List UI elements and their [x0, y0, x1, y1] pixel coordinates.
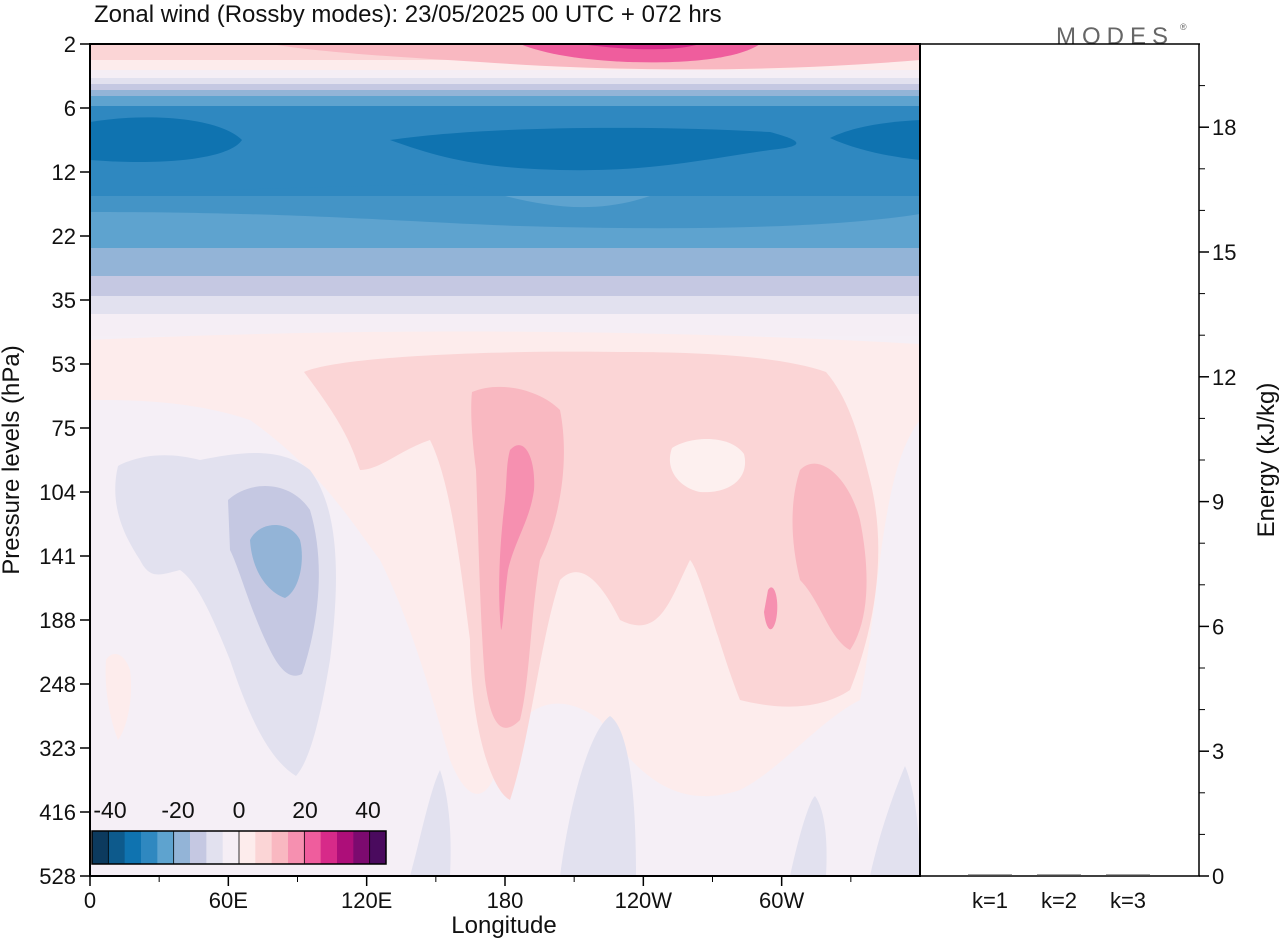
y-axis-tick-label: 141	[39, 544, 76, 569]
energy-y-tick-label: 12	[1212, 365, 1236, 390]
upper-deep-core	[580, 44, 700, 50]
upper-magenta-core	[520, 44, 760, 63]
x-axis-label: Longitude	[451, 912, 556, 939]
energy-y-tick-label: 9	[1212, 490, 1224, 515]
modes-logo: MODES	[1056, 23, 1174, 50]
colorbar-swatch	[337, 831, 354, 864]
y-axis-tick-label: 35	[52, 288, 76, 313]
x-axis-tick-label: 180	[487, 888, 524, 913]
energy-y-tick-label: 15	[1212, 240, 1236, 265]
energy-bar	[968, 874, 1012, 876]
band-pale-blue-2	[90, 248, 920, 278]
strong-positive-east	[792, 463, 867, 650]
weak-island	[669, 438, 746, 493]
colorbar-swatch	[304, 831, 322, 864]
colorbar-swatch	[271, 831, 289, 864]
blue-wave-left	[90, 184, 920, 229]
energy-bars	[968, 874, 1150, 876]
energy-bar	[1106, 874, 1150, 876]
x-axis-tick-label: 60E	[209, 888, 248, 913]
colorbar-swatch	[239, 831, 256, 864]
colorbar-swatch	[173, 831, 191, 864]
colorbar-swatch	[255, 831, 273, 864]
energy-axis-label: Energy (kJ/kg)	[1253, 383, 1280, 538]
energy-x-labels: k=1 k=2 k=3	[972, 888, 1146, 913]
y-axis-tick-label: 416	[39, 800, 76, 825]
y-axis-tick-label: 323	[39, 736, 76, 761]
negative-lower-lobe-3	[790, 796, 827, 876]
zonal-wind-heatmap	[90, 44, 920, 876]
colorbar	[91, 830, 387, 865]
energy-y-tick-label: 0	[1212, 864, 1224, 889]
energy-category-label: k=3	[1110, 888, 1146, 913]
y-axis-pressure: 2 6 12 22 35 53 75 104 141 188 248 323 416 528	[39, 32, 90, 889]
energy-category-label: k=1	[972, 888, 1008, 913]
band-lavender	[90, 78, 920, 86]
jet-core-right	[390, 127, 797, 171]
energy-y-ticks: 0 3 6 9 12 15 18	[1199, 85, 1236, 889]
colorbar-swatch	[320, 831, 338, 864]
colorbar-tick-labels: -40 -20 0 20 40	[93, 797, 380, 823]
energy-y-tick-label: 3	[1212, 739, 1224, 764]
negative-lower-lobe-1	[410, 770, 451, 876]
x-axis-tick-label: 120E	[341, 888, 392, 913]
colorbar-swatch	[222, 831, 240, 864]
jet-core-east	[830, 120, 920, 160]
y-axis-label: Pressure levels (hPa)	[0, 345, 25, 574]
band-pale-blue	[90, 90, 920, 98]
band-lilac-2	[90, 276, 920, 298]
band-lilac	[90, 84, 920, 92]
colorbar-tick-label: 0	[233, 797, 246, 823]
band-white	[90, 70, 920, 80]
energy-y-tick-label: 6	[1212, 614, 1224, 639]
colorbar-swatch	[369, 831, 387, 864]
y-axis-tick-label: 528	[39, 864, 76, 889]
colorbar-swatch	[190, 831, 207, 864]
colorbar-tick-label: -20	[161, 797, 194, 823]
colorbar-tick-label: 20	[292, 797, 318, 823]
colorbar-swatch	[157, 831, 175, 864]
logo-registered-mark: ®	[1180, 22, 1187, 32]
negative-lower-lobe-4	[870, 766, 920, 876]
colorbar-swatch	[124, 831, 142, 864]
colorbar-tick-label: 40	[355, 797, 381, 823]
band-lavender-2	[90, 296, 920, 316]
energy-panel: 0 3 6 9 12 15 18 k=1 k=2 k=3 Energy (kJ/kg)	[920, 43, 1280, 913]
energy-category-label: k=2	[1041, 888, 1077, 913]
peak-positive-east	[764, 587, 778, 630]
x-axis-tick-label: 120W	[615, 888, 673, 913]
colorbar-swatch	[92, 831, 109, 864]
x-axis-tick-label: 0	[84, 888, 96, 913]
colorbar-tick-label: -40	[93, 797, 126, 823]
colorbar-swatch	[288, 831, 305, 864]
y-axis-tick-label: 104	[39, 480, 76, 505]
positive-lower-strip	[105, 654, 132, 740]
y-axis-tick-label: 6	[64, 96, 76, 121]
band-white-2	[90, 314, 920, 336]
band-light-blue	[90, 96, 920, 108]
colorbar-swatch	[206, 831, 224, 864]
chart-title: Zonal wind (Rossby modes): 23/05/2025 00…	[94, 1, 722, 28]
y-axis-tick-label: 12	[52, 160, 76, 185]
y-axis-tick-label: 22	[52, 224, 76, 249]
x-axis-longitude: 0 60E 120E 180 120W 60W	[84, 876, 852, 913]
y-axis-tick-label: 188	[39, 608, 76, 633]
strong-positive-west	[471, 386, 564, 728]
y-axis-tick-label: 53	[52, 352, 76, 377]
negative-lower-lobe-2	[560, 716, 636, 876]
y-axis-tick-label: 2	[64, 32, 76, 57]
negative-wind-peak	[250, 525, 302, 598]
colorbar-swatch	[141, 831, 158, 864]
x-axis-tick-label: 60W	[759, 888, 804, 913]
jet-core-left	[90, 117, 242, 162]
colorbar-swatch	[353, 831, 371, 864]
colorbar-swatch	[108, 831, 126, 864]
peak-positive-west	[499, 445, 535, 630]
energy-bar	[1037, 874, 1081, 876]
y-axis-tick-label: 75	[52, 416, 76, 441]
y-axis-tick-label: 248	[39, 672, 76, 697]
energy-y-tick-label: 18	[1212, 115, 1236, 140]
